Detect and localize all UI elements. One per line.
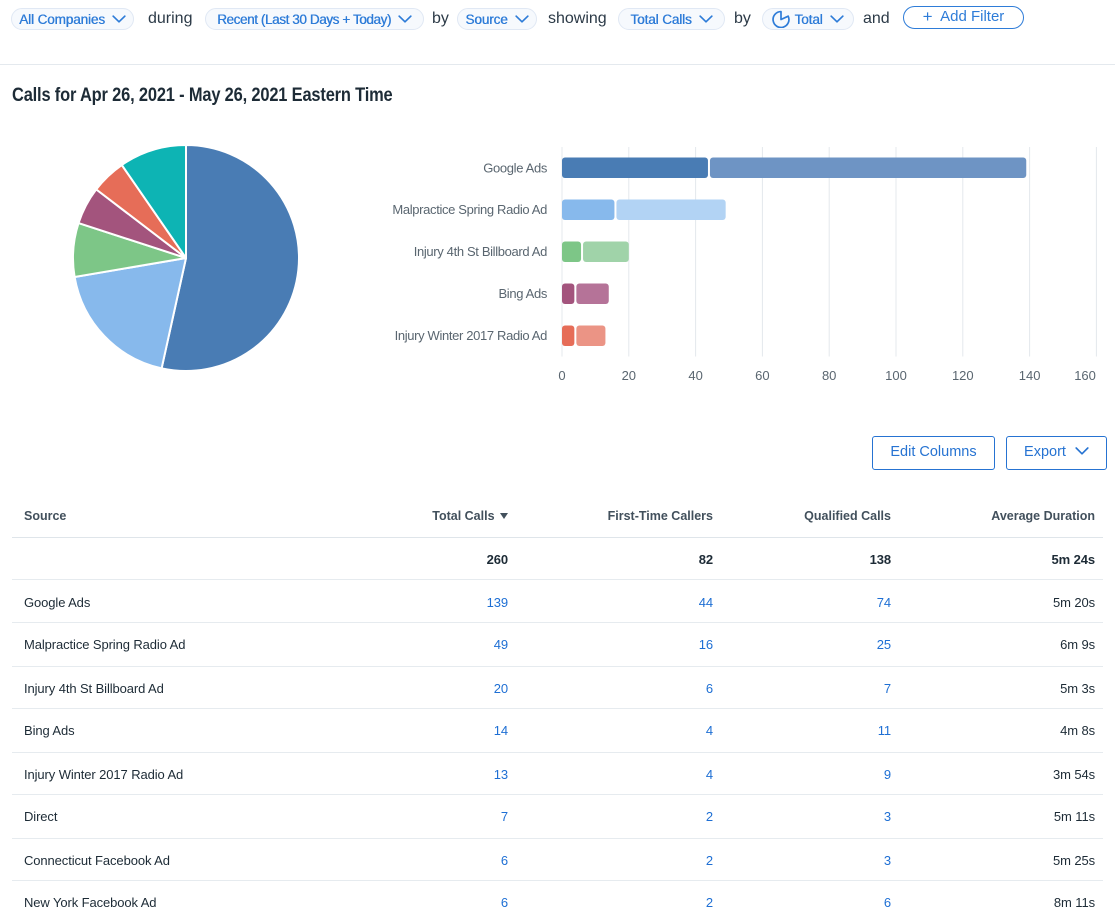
svg-text:160: 160 <box>1074 368 1096 383</box>
svg-text:Google Ads: Google Ads <box>483 160 548 175</box>
svg-text:20: 20 <box>622 368 636 383</box>
svg-text:Bing Ads: Bing Ads <box>498 286 547 301</box>
svg-text:120: 120 <box>952 368 974 383</box>
svg-text:Injury Winter 2017 Radio Ad: Injury Winter 2017 Radio Ad <box>395 328 548 343</box>
svg-text:80: 80 <box>822 368 836 383</box>
svg-text:140: 140 <box>1019 368 1041 383</box>
svg-text:60: 60 <box>755 368 769 383</box>
svg-text:100: 100 <box>885 368 907 383</box>
svg-text:0: 0 <box>558 368 565 383</box>
svg-text:Malpractice Spring Radio Ad: Malpractice Spring Radio Ad <box>392 202 547 217</box>
svg-text:40: 40 <box>688 368 702 383</box>
svg-text:Injury 4th St Billboard Ad: Injury 4th St Billboard Ad <box>414 244 547 259</box>
